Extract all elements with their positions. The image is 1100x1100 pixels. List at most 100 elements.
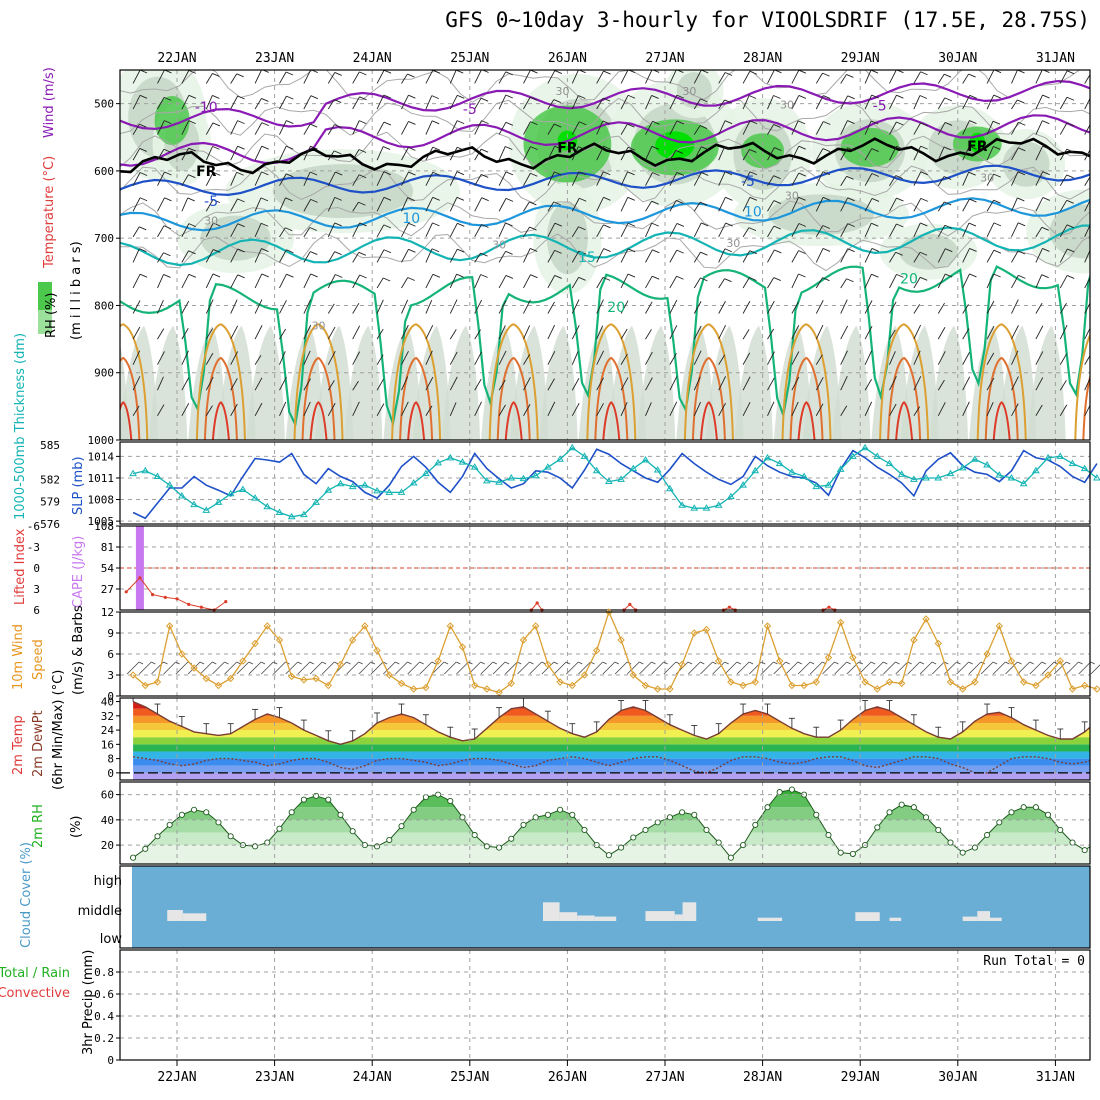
wind-barb [254,248,269,263]
wind-barb [352,274,367,289]
date-label-23JAN: 23JAN [255,51,294,66]
wind-barb [376,146,391,161]
slp-point [129,469,137,477]
wind-barb [718,72,733,84]
wind-barb [596,196,611,212]
wind-barb [205,405,213,417]
wind-barb [571,325,580,340]
rh-point [1081,847,1088,854]
wind-barb [693,146,709,161]
wind-barb-10m [956,661,973,675]
date-label-24JAN: 24JAN [353,1070,392,1085]
rh-2m-panel: 20 40 60 2m RH (%) [31,781,1091,865]
date-label-29JAN: 29JAN [841,51,880,66]
wind-barb [815,277,830,289]
wind-barb [669,299,678,314]
wind-barb [767,147,782,161]
wind-barb [279,227,293,238]
wind-barb [327,351,336,365]
wind-barb [425,146,441,161]
wind-barb [279,120,294,135]
wind-speed-point [190,664,198,672]
wind-barb [1035,404,1043,417]
wind-speed-point [312,674,320,683]
wind-barb-10m [858,661,876,675]
wind-barb-10m [138,661,156,675]
rh-point [496,844,503,851]
wind-barb [693,172,709,186]
wind-barb [815,148,831,161]
wind-barb [425,70,441,84]
y-tick-label: 0.2 [94,1032,114,1045]
slp-point [580,452,589,459]
slp-point [312,498,320,505]
rh-point [520,821,527,828]
wind-barb [571,171,587,186]
wind-barb [986,352,995,365]
wind-speed-point [141,681,149,690]
y-tick-label: 1008 [88,494,115,507]
wind-barb [889,121,904,135]
wind-barb [767,401,775,416]
slp-point [409,479,418,486]
wind-barb [937,351,946,365]
slp-point [177,491,186,499]
rh-contour-4 [120,198,1090,237]
wind-barb [181,350,189,365]
wind-barb [449,94,465,110]
slp-point [934,473,943,481]
date-label-30JAN: 30JAN [938,51,977,66]
slp-point [385,488,394,495]
wind-speed-point [922,615,930,623]
wind-barb [693,98,708,110]
wind-barb [815,247,831,263]
wind-barb [693,277,708,289]
wind-10m-panel: 0 3 6 9 12 10m Wind Speed (m/s) & Barbs [11,605,1100,703]
wind-speed-point [385,671,393,679]
wind-barb [718,222,733,238]
wind-barb [815,171,831,186]
wind-speed-point [861,678,869,686]
wind-speed-point [983,650,991,658]
wind-barb [913,350,921,365]
wind-barb [279,197,293,212]
rh-point [142,845,149,852]
wind-barb [230,325,239,340]
wind-barb [547,222,563,238]
wind-barb [767,200,782,212]
cloud-block-0 [167,910,183,921]
wind-barb [352,325,361,340]
wind-barb [645,172,660,186]
rh-point [130,854,137,861]
rh-point [325,796,332,803]
wind-barb [767,95,781,110]
wind-barb [889,301,897,314]
wind-barb [327,326,336,340]
rh-point [398,823,405,830]
wind-barb-10m [212,661,229,675]
wind-barb [523,226,537,238]
wind-barb [889,175,903,186]
slp-point [1031,466,1040,474]
cloud-block-4 [577,915,595,921]
wind-barb [645,120,660,135]
wind-barb [669,199,684,212]
wind-speed-point [873,685,881,693]
wind-speed-point [287,672,296,681]
wind-barb [1059,248,1075,263]
slp-point [482,476,491,484]
wind-barb [571,121,587,135]
wind-barb [523,146,538,161]
wind-barb [937,379,945,391]
slp-point [141,466,150,474]
rh-point [886,809,893,816]
wind-barb [986,273,1001,289]
wind-barb [303,123,318,135]
wind-barb [937,402,946,416]
wind-barb [1035,274,1049,289]
wind-barb [767,249,782,263]
temp-contour-10 [120,197,1090,232]
cloud-block-3 [559,912,578,921]
wind-barb [693,350,702,365]
wind-barb [303,251,318,263]
